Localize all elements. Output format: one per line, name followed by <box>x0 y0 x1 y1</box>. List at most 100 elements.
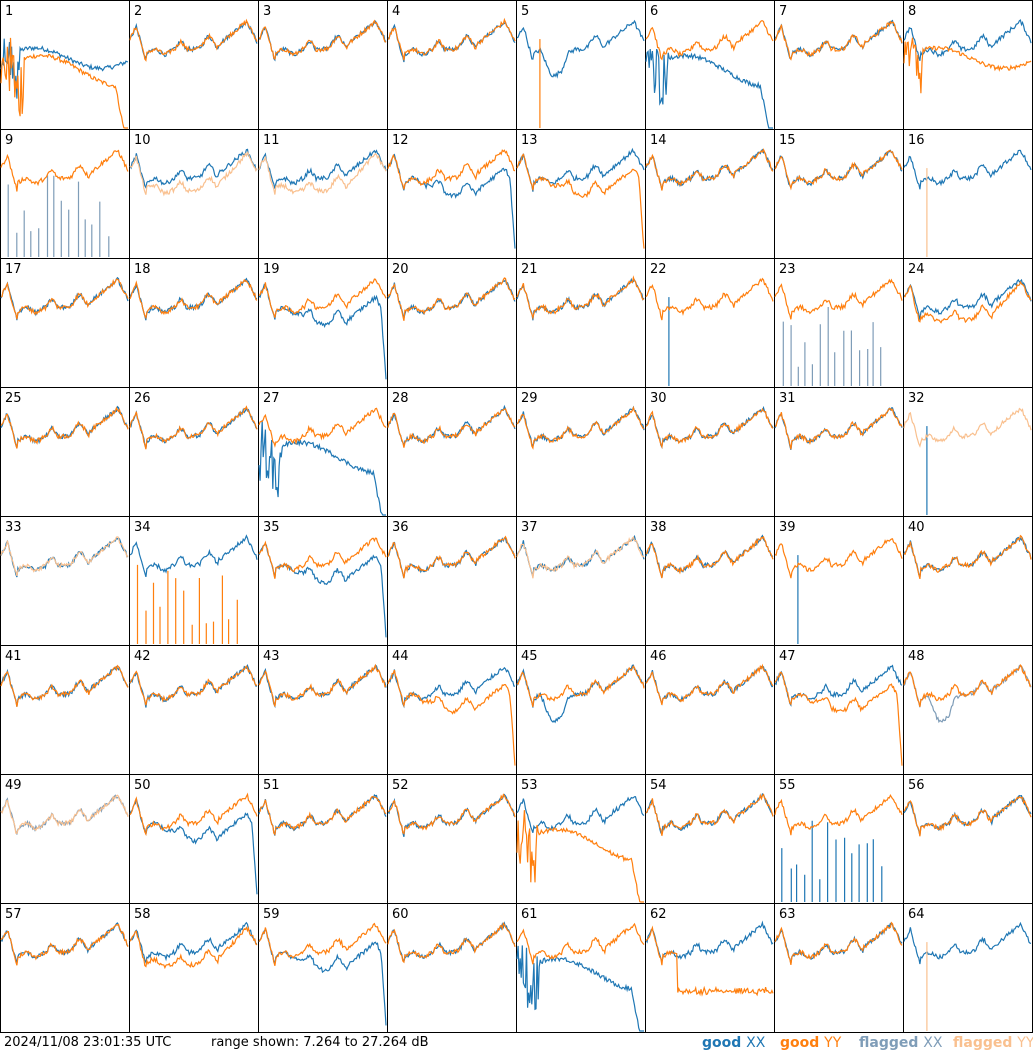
panel-frame <box>774 516 904 646</box>
panel-48: 48 <box>903 645 1033 775</box>
panel-number: 17 <box>5 262 22 277</box>
panel-5: 5 <box>516 0 646 130</box>
panel-number: 48 <box>908 649 925 664</box>
panel-49: 49 <box>0 774 130 904</box>
panel-41: 41 <box>0 645 130 775</box>
series-xx-line <box>516 796 645 834</box>
panel-number: 2 <box>134 4 142 19</box>
panel-frame <box>387 0 517 130</box>
panel-60: 60 <box>387 903 517 1033</box>
panel-frame <box>129 903 259 1033</box>
panel-1: 1 <box>0 0 130 130</box>
series-xx-line <box>774 19 903 60</box>
panel-number: 51 <box>263 778 280 793</box>
panel-47: 47 <box>774 645 904 775</box>
panel-frame <box>387 129 517 259</box>
series-yy-line <box>0 536 129 577</box>
panel-number: 58 <box>134 907 151 922</box>
panel-number: 40 <box>908 520 925 535</box>
panel-7: 7 <box>774 0 904 130</box>
panel-frame <box>774 387 904 517</box>
series-yy-line <box>774 20 903 61</box>
panel-52: 52 <box>387 774 517 904</box>
panel-number: 19 <box>263 262 280 277</box>
panel-number: 33 <box>5 520 22 535</box>
panel-frame <box>0 516 130 646</box>
series-yy-line <box>645 793 774 836</box>
panel-frame <box>129 387 259 517</box>
panel-8: 8 <box>903 0 1033 130</box>
panel-number: 8 <box>908 4 916 19</box>
panel-frame <box>516 0 646 130</box>
series-xx-line <box>129 277 258 321</box>
legend-good-xx-word: good <box>702 1035 742 1051</box>
legend-flagged-yy-word: flagged <box>953 1035 1013 1051</box>
panel-number: 62 <box>650 907 667 922</box>
panel-frame <box>258 645 388 775</box>
series-xx-line <box>781 820 883 902</box>
panel-number: 9 <box>5 133 13 148</box>
panel-frame <box>0 903 130 1033</box>
panel-number: 30 <box>650 391 667 406</box>
panel-number: 38 <box>650 520 667 535</box>
panel-50: 50 <box>129 774 259 904</box>
panel-frame <box>0 129 130 259</box>
panel-26: 26 <box>129 387 259 517</box>
panel-32: 32 <box>903 387 1033 517</box>
series-xx-line <box>0 38 129 99</box>
panel-22: 22 <box>645 258 775 388</box>
panel-number: 28 <box>392 391 409 406</box>
panel-46: 46 <box>645 645 775 775</box>
panel-number: 26 <box>134 391 151 406</box>
series-yy-line <box>645 408 774 449</box>
series-xx-line <box>258 543 387 638</box>
panel-64: 64 <box>903 903 1033 1033</box>
series-yy-line <box>129 151 258 197</box>
panel-number: 11 <box>263 133 280 148</box>
series-yy-line <box>258 278 387 318</box>
series-yy-line <box>774 671 903 766</box>
panel-10: 10 <box>129 129 259 259</box>
panel-17: 17 <box>0 258 130 388</box>
panel-frame <box>903 258 1033 388</box>
panel-14: 14 <box>645 129 775 259</box>
series-yy-line <box>774 921 903 966</box>
panel-18: 18 <box>129 258 259 388</box>
timestamp: 2024/11/08 23:01:35 UTC <box>4 1035 172 1050</box>
panel-number: 4 <box>392 4 400 19</box>
series-yy-line <box>258 407 387 448</box>
series-yy-line <box>516 810 644 903</box>
panel-59: 59 <box>258 903 388 1033</box>
panel-frame <box>645 516 775 646</box>
series-xx-line <box>258 283 387 380</box>
panel-frame <box>903 645 1033 775</box>
series-xx-line <box>0 922 129 964</box>
panel-57: 57 <box>0 903 130 1033</box>
panel-number: 14 <box>650 133 667 148</box>
series-yy-line <box>645 148 774 191</box>
panel-44: 44 <box>387 645 517 775</box>
series-yy-line <box>645 535 774 579</box>
legend-flagged-xx-word: flagged <box>859 1035 919 1051</box>
panel-number: 45 <box>521 649 538 664</box>
legend-good-yy-pol: YY <box>824 1035 842 1051</box>
panel-frame <box>387 258 517 388</box>
panel-frame <box>258 903 388 1033</box>
panel-2: 2 <box>129 0 259 130</box>
panel-54: 54 <box>645 774 775 904</box>
series-yy-line <box>903 280 1032 324</box>
series-yy-line <box>645 20 774 61</box>
series-xx-line <box>129 534 258 578</box>
panel-number: 57 <box>5 907 22 922</box>
series-xx-line <box>258 149 387 189</box>
panel-34: 34 <box>129 516 259 646</box>
series-xx-line <box>516 19 645 79</box>
panel-frame <box>129 645 259 775</box>
panel-number: 60 <box>392 907 409 922</box>
series-yy-line <box>775 408 903 450</box>
panel-frame <box>387 387 517 517</box>
panel-58: 58 <box>129 903 259 1033</box>
panel-number: 50 <box>134 778 151 793</box>
panel-number: 29 <box>521 391 538 406</box>
panel-33: 33 <box>0 516 130 646</box>
